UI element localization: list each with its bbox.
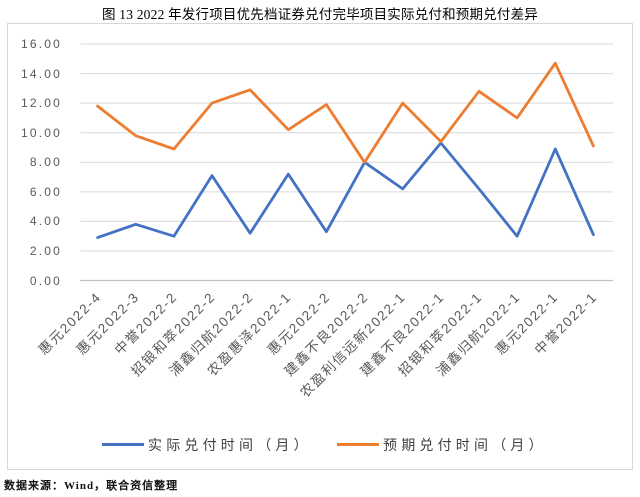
legend: 实际兑付时间（月） 预期兑付时间（月） xyxy=(0,436,640,454)
y-tick-label: 0.00 xyxy=(29,273,62,288)
source-note: 数据来源：Wind，联合资信整理 xyxy=(4,480,179,492)
legend-swatch-expected xyxy=(337,442,379,447)
series-line-expected xyxy=(96,61,595,164)
legend-item-actual: 实际兑付时间（月） xyxy=(102,436,312,454)
legend-item-expected: 预期兑付时间（月） xyxy=(337,436,547,454)
y-tick-label: 12.00 xyxy=(20,96,62,111)
legend-label-actual: 实际兑付时间（月） xyxy=(148,438,312,454)
chart-title: 图 13 2022 年发行项目优先档证券兑付完毕项目实际兑付和预期兑付差异 xyxy=(101,7,539,22)
legend-swatch-actual xyxy=(102,442,144,447)
y-tick-label: 4.00 xyxy=(29,214,62,229)
chart-frame xyxy=(7,23,633,470)
y-tick-label: 10.00 xyxy=(20,125,62,140)
y-tick-label: 2.00 xyxy=(29,243,62,258)
y-tick-label: 8.00 xyxy=(29,155,62,170)
y-tick-label: 6.00 xyxy=(29,184,62,199)
y-tick-label: 16.00 xyxy=(20,37,62,52)
legend-label-expected: 预期兑付时间（月） xyxy=(383,438,547,454)
series-line-actual xyxy=(96,141,595,240)
y-tick-label: 14.00 xyxy=(20,66,62,81)
